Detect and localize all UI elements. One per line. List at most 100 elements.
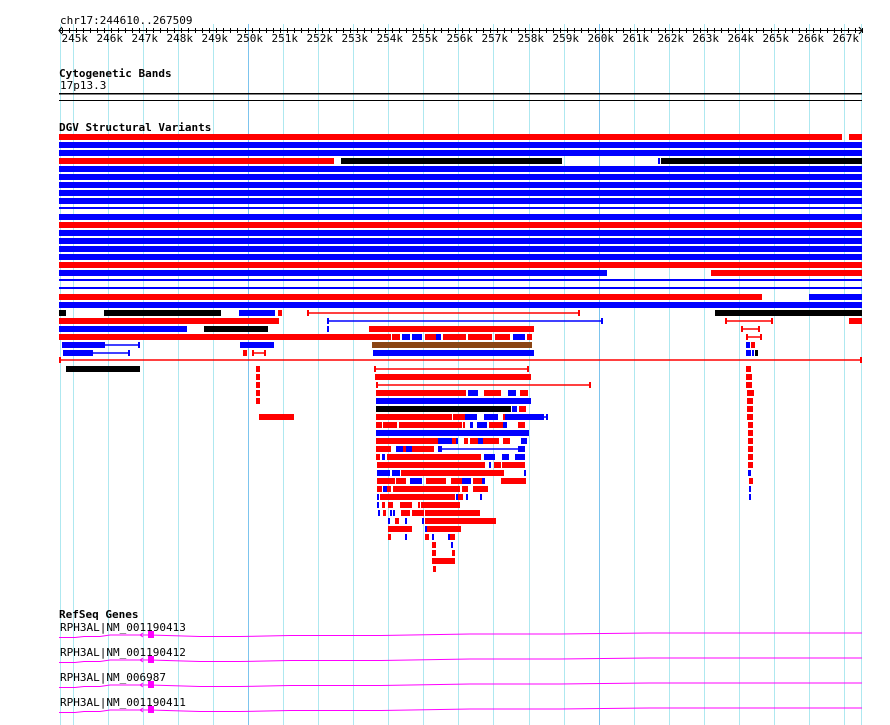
- variant-bar[interactable]: [755, 350, 758, 356]
- variant-bar[interactable]: [484, 390, 487, 396]
- variant-bar[interactable]: [452, 438, 456, 444]
- variant-bar[interactable]: [518, 422, 525, 428]
- variant-bar[interactable]: [483, 334, 492, 340]
- variant-bar[interactable]: [448, 534, 450, 540]
- variant-bar[interactable]: [59, 310, 66, 316]
- variant-bar[interactable]: [483, 438, 486, 444]
- variant-bar[interactable]: [59, 150, 862, 156]
- variant-bar[interactable]: [433, 566, 436, 572]
- variant-bar[interactable]: [422, 518, 424, 524]
- variant-bar[interactable]: [406, 446, 412, 452]
- gene-intron-line[interactable]: [59, 657, 862, 663]
- variant-bar[interactable]: [432, 534, 434, 540]
- variant-bar[interactable]: [522, 414, 544, 420]
- variant-bar[interactable]: [747, 390, 754, 396]
- variant-bar[interactable]: [412, 334, 422, 340]
- gene-exon[interactable]: [148, 656, 154, 663]
- variant-bar[interactable]: [746, 366, 751, 372]
- variant-bar[interactable]: [484, 414, 498, 420]
- variant-bar[interactable]: [425, 534, 429, 540]
- variant-bar[interactable]: [387, 454, 481, 460]
- variant-bar[interactable]: [438, 478, 446, 484]
- variant-bar[interactable]: [748, 438, 753, 444]
- variant-bar[interactable]: [388, 502, 393, 508]
- variant-bar[interactable]: [748, 462, 753, 468]
- variant-bar[interactable]: [480, 494, 482, 500]
- variant-bar[interactable]: [425, 510, 480, 516]
- variant-bar[interactable]: [473, 478, 482, 484]
- variant-bar[interactable]: [473, 486, 486, 492]
- variant-bar[interactable]: [403, 446, 406, 452]
- variant-bar[interactable]: [104, 310, 221, 316]
- variant-bar[interactable]: [421, 502, 460, 508]
- variant-bar[interactable]: [450, 534, 455, 540]
- variant-bar[interactable]: [513, 334, 519, 340]
- variant-bar[interactable]: [59, 166, 862, 172]
- variant-bar[interactable]: [376, 398, 531, 404]
- variant-bar[interactable]: [59, 230, 862, 236]
- variant-bar[interactable]: [59, 190, 862, 196]
- variant-bar[interactable]: [451, 478, 462, 484]
- variant-bar[interactable]: [62, 342, 105, 348]
- variant-line[interactable]: [59, 287, 862, 289]
- variant-bar[interactable]: [405, 534, 407, 540]
- variant-bar[interactable]: [489, 462, 491, 468]
- variant-bar[interactable]: [749, 478, 753, 484]
- variant-bar[interactable]: [478, 438, 483, 444]
- variant-bar[interactable]: [809, 294, 862, 300]
- variant-bar[interactable]: [377, 470, 390, 476]
- variant-bar[interactable]: [501, 478, 526, 484]
- variant-bar[interactable]: [746, 382, 752, 388]
- variant-bar[interactable]: [747, 406, 753, 412]
- variant-bar[interactable]: [383, 510, 386, 516]
- variant-bar[interactable]: [59, 326, 187, 332]
- variant-bar[interactable]: [327, 326, 329, 332]
- variant-bar[interactable]: [65, 350, 93, 356]
- gene-exon[interactable]: [148, 706, 154, 713]
- variant-line[interactable]: [59, 207, 862, 209]
- gene-label[interactable]: RPH3AL|NM_006987: [60, 671, 166, 684]
- variant-bar[interactable]: [462, 478, 471, 484]
- variant-bar[interactable]: [382, 502, 385, 508]
- variant-bar[interactable]: [383, 486, 387, 492]
- variant-bar[interactable]: [59, 134, 842, 140]
- variant-bar[interactable]: [462, 486, 468, 492]
- variant-bar[interactable]: [432, 542, 436, 548]
- variant-bar[interactable]: [388, 526, 412, 532]
- variant-bar[interactable]: [278, 310, 282, 316]
- gene-intron-line[interactable]: [59, 707, 862, 713]
- variant-bar[interactable]: [401, 470, 504, 476]
- variant-bar[interactable]: [259, 414, 294, 420]
- variant-bar[interactable]: [747, 398, 753, 404]
- variant-bar[interactable]: [453, 414, 465, 420]
- variant-bar[interactable]: [402, 334, 410, 340]
- gene-intron-line[interactable]: [59, 632, 862, 638]
- variant-bar[interactable]: [503, 414, 505, 420]
- variant-bar[interactable]: [59, 182, 862, 188]
- gene-exon[interactable]: [148, 681, 154, 688]
- variant-bar[interactable]: [849, 134, 862, 140]
- variant-bar[interactable]: [376, 390, 466, 396]
- variant-bar[interactable]: [468, 390, 478, 396]
- variant-bar[interactable]: [395, 518, 399, 524]
- variant-bar[interactable]: [658, 158, 660, 164]
- variant-bar[interactable]: [410, 478, 422, 484]
- variant-bar[interactable]: [438, 446, 440, 452]
- variant-bar[interactable]: [256, 390, 260, 396]
- variant-bar[interactable]: [443, 334, 451, 340]
- variant-bar[interactable]: [377, 462, 485, 468]
- variant-bar[interactable]: [369, 326, 534, 332]
- gene-label[interactable]: RPH3AL|NM_001190412: [60, 646, 186, 659]
- variant-bar[interactable]: [240, 342, 274, 348]
- variant-bar[interactable]: [515, 454, 525, 460]
- variant-bar[interactable]: [452, 550, 455, 556]
- variant-bar[interactable]: [508, 390, 516, 396]
- variant-bar[interactable]: [388, 534, 391, 540]
- variant-bar[interactable]: [399, 422, 462, 428]
- variant-bar[interactable]: [519, 334, 525, 340]
- gene-label[interactable]: RPH3AL|NM_001190411: [60, 696, 186, 709]
- variant-bar[interactable]: [401, 510, 410, 516]
- variant-bar[interactable]: [59, 254, 862, 260]
- variant-bar[interactable]: [377, 478, 395, 484]
- variant-bar[interactable]: [484, 454, 495, 460]
